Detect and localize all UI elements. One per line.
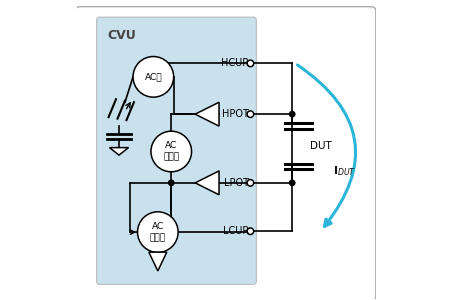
Text: CVU: CVU [107, 29, 136, 42]
Text: HCUR: HCUR [221, 58, 249, 68]
Circle shape [138, 212, 178, 252]
Text: DUT: DUT [310, 140, 332, 151]
Text: $\mathbf{I}_{DUT}$: $\mathbf{I}_{DUT}$ [333, 164, 356, 178]
Circle shape [247, 228, 254, 235]
Polygon shape [110, 148, 129, 155]
FancyBboxPatch shape [96, 17, 256, 284]
Polygon shape [195, 171, 219, 195]
Text: AC
电压表: AC 电压表 [163, 141, 179, 161]
Text: LCUR: LCUR [222, 226, 249, 236]
Circle shape [289, 180, 295, 185]
Text: HPOT: HPOT [222, 109, 249, 119]
Circle shape [289, 112, 295, 117]
Circle shape [247, 111, 254, 118]
FancyBboxPatch shape [76, 7, 376, 300]
Circle shape [247, 180, 254, 186]
Circle shape [169, 180, 174, 185]
Circle shape [133, 56, 173, 97]
Circle shape [151, 131, 192, 172]
Circle shape [247, 60, 254, 67]
Text: AC源: AC源 [145, 72, 162, 81]
Text: AC
电流表: AC 电流表 [150, 222, 166, 242]
Polygon shape [149, 252, 167, 271]
Polygon shape [195, 102, 219, 126]
Text: LPOT: LPOT [224, 178, 249, 188]
